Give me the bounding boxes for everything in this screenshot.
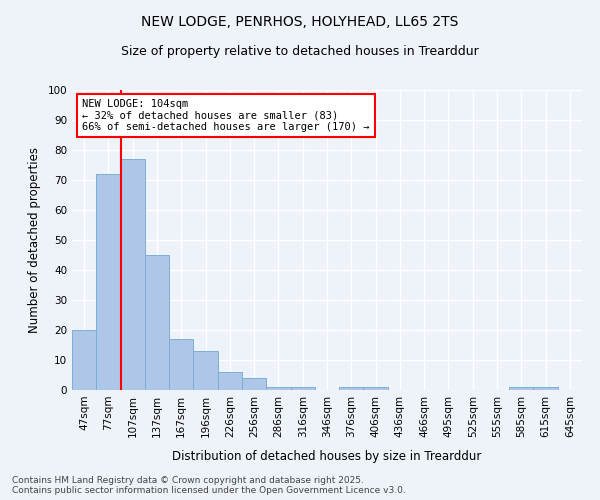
Bar <box>169 339 193 390</box>
Text: NEW LODGE, PENRHOS, HOLYHEAD, LL65 2TS: NEW LODGE, PENRHOS, HOLYHEAD, LL65 2TS <box>142 15 458 29</box>
Bar <box>266 387 290 390</box>
Bar <box>121 159 145 390</box>
Y-axis label: Number of detached properties: Number of detached properties <box>28 147 41 333</box>
Bar <box>193 351 218 390</box>
Bar <box>339 387 364 390</box>
Bar <box>364 387 388 390</box>
Text: Size of property relative to detached houses in Trearddur: Size of property relative to detached ho… <box>121 45 479 58</box>
Bar <box>242 378 266 390</box>
Bar <box>533 387 558 390</box>
Bar <box>145 255 169 390</box>
Bar <box>290 387 315 390</box>
Bar <box>509 387 533 390</box>
Bar <box>218 372 242 390</box>
Text: Distribution of detached houses by size in Trearddur: Distribution of detached houses by size … <box>172 450 482 463</box>
Bar <box>96 174 121 390</box>
Text: NEW LODGE: 104sqm
← 32% of detached houses are smaller (83)
66% of semi-detached: NEW LODGE: 104sqm ← 32% of detached hous… <box>82 99 370 132</box>
Text: Contains HM Land Registry data © Crown copyright and database right 2025.
Contai: Contains HM Land Registry data © Crown c… <box>12 476 406 495</box>
Bar <box>72 330 96 390</box>
